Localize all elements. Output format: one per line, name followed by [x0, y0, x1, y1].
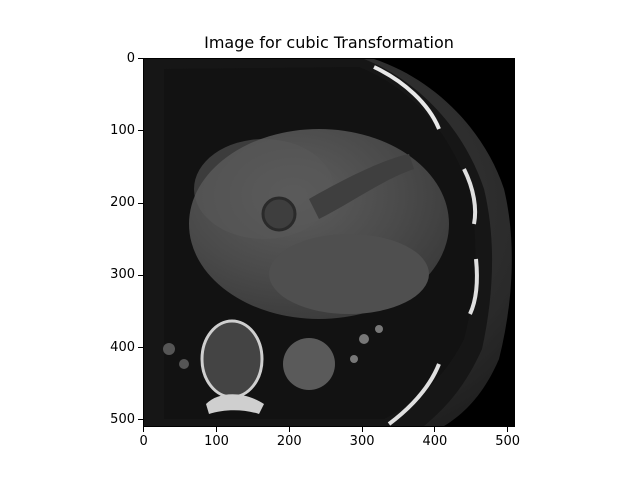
ct-scan-image	[143, 58, 515, 427]
ct-image-svg	[144, 59, 514, 426]
figure-title: Image for cubic Transformation	[204, 33, 454, 52]
